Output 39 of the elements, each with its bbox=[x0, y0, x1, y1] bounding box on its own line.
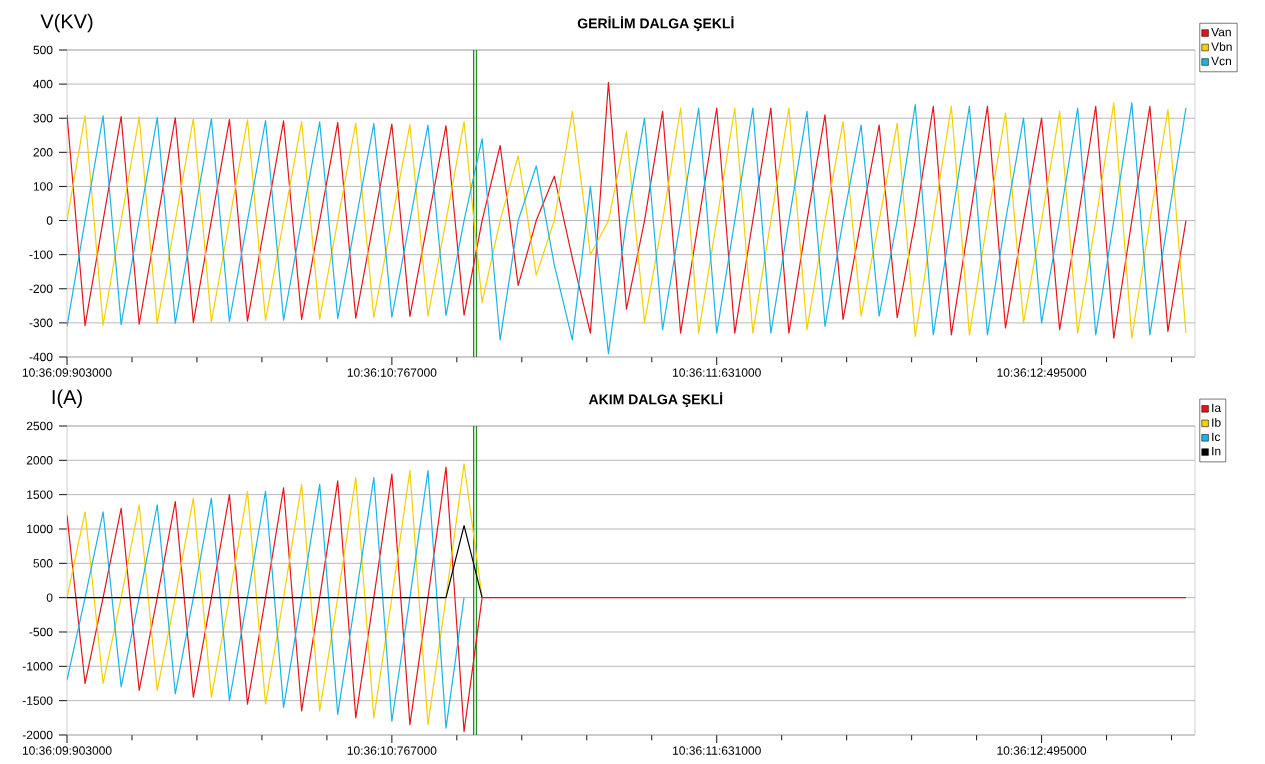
y-tick-label: 400 bbox=[33, 79, 53, 89]
y-tick-label: -400 bbox=[29, 352, 53, 362]
chart-title: AKIM DALGA ŞEKLİ bbox=[588, 392, 723, 408]
y-tick-label: -1500 bbox=[22, 696, 53, 705]
y-tick-label: 2000 bbox=[26, 456, 53, 465]
legend-label: Vcn bbox=[1211, 56, 1231, 66]
y-tick-label: -500 bbox=[29, 627, 53, 637]
x-tick-label: 10:36:11:631000 bbox=[673, 746, 761, 755]
legend-label: Ia bbox=[1212, 403, 1222, 413]
x-tick-label: 10:36:12:495000 bbox=[997, 746, 1087, 755]
y-tick-label: -100 bbox=[29, 250, 53, 259]
y-axis-title: V(KV) bbox=[40, 13, 93, 33]
x-tick-label: 10:36:09:903000 bbox=[22, 746, 112, 755]
y-tick-label: 0 bbox=[46, 216, 53, 225]
x-tick-label: 10:36:11:631000 bbox=[673, 368, 761, 377]
y-tick-label: -300 bbox=[29, 318, 53, 328]
y-tick-label: -200 bbox=[29, 284, 53, 294]
y-axis-title: I(A) bbox=[52, 389, 82, 409]
legend-label: Vbn bbox=[1211, 42, 1232, 51]
y-tick-label: 500 bbox=[33, 45, 53, 55]
y-tick-label: -1000 bbox=[22, 662, 53, 671]
x-tick-label: 10:36:12:495000 bbox=[997, 368, 1087, 377]
y-tick-label: -2000 bbox=[22, 730, 53, 740]
legend-label: Ib bbox=[1212, 417, 1221, 427]
y-tick-label: 1000 bbox=[27, 524, 53, 534]
x-tick-label: 10:36:10:767000 bbox=[347, 368, 437, 377]
y-tick-label: 100 bbox=[33, 182, 53, 191]
y-tick-label: 200 bbox=[33, 148, 53, 157]
legend-label: Ic bbox=[1212, 432, 1221, 442]
y-tick-label: 2500 bbox=[26, 421, 53, 431]
y-tick-label: 0 bbox=[46, 593, 53, 602]
y-tick-label: 1500 bbox=[27, 490, 53, 499]
legend-label: Van bbox=[1211, 27, 1231, 37]
x-tick-label: 10:36:10:767000 bbox=[347, 746, 437, 755]
chart-title: GERİLİM DALGA ŞEKLİ bbox=[577, 16, 734, 32]
y-tick-label: 300 bbox=[33, 113, 53, 123]
y-tick-label: 500 bbox=[33, 559, 53, 568]
x-tick-label: 10:36:09:903000 bbox=[22, 368, 112, 377]
legend-label: In bbox=[1212, 446, 1221, 456]
